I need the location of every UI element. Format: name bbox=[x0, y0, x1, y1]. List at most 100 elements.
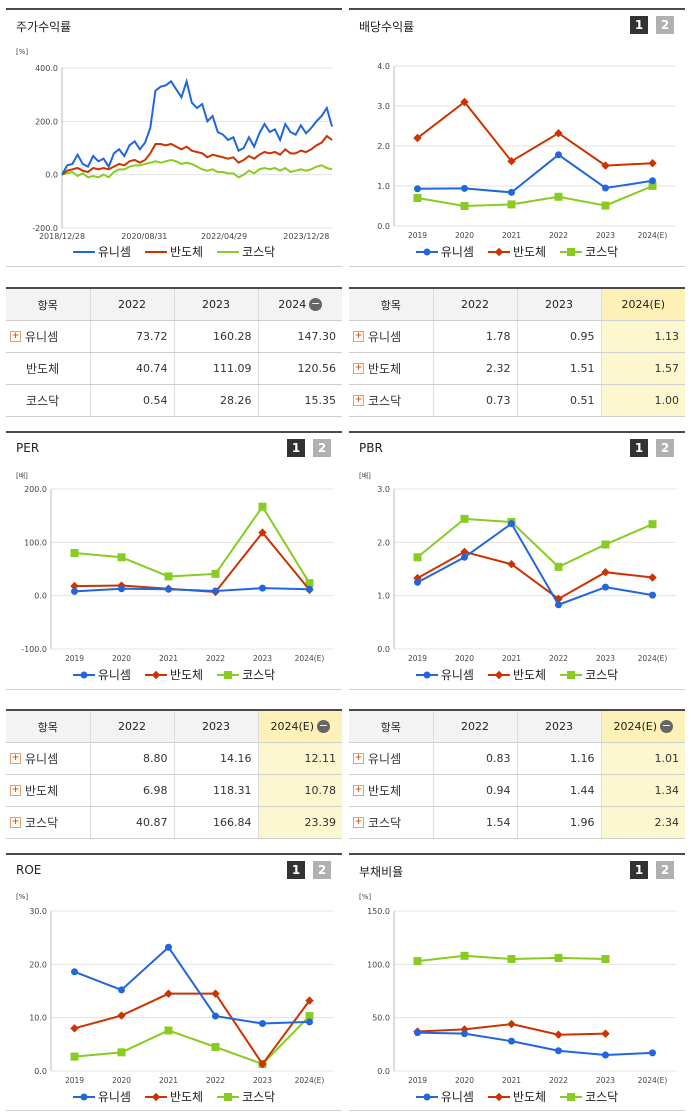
row-name-cell[interactable]: + 유니셈 bbox=[6, 320, 90, 353]
legend-item[interactable]: 유니셈 bbox=[72, 1088, 131, 1105]
expand-icon[interactable]: + bbox=[353, 363, 364, 374]
row-name-cell[interactable]: + 유니셈 bbox=[349, 742, 433, 775]
row-name-cell[interactable]: + 반도체 bbox=[349, 352, 433, 385]
series-line bbox=[416, 517, 653, 569]
data-point bbox=[649, 177, 656, 185]
value-cell: 118.31 bbox=[173, 774, 258, 807]
page-2-button[interactable]: 2 bbox=[313, 861, 331, 879]
legend: 유니셈 반도체 코스닥 bbox=[349, 1088, 685, 1105]
row-name-cell[interactable]: + 반도체 bbox=[6, 774, 90, 807]
value-cell: 147.30 bbox=[257, 320, 342, 353]
legend-marker bbox=[217, 669, 240, 681]
x-tick-label: 2018/12/28 bbox=[39, 232, 85, 241]
expand-icon[interactable]: + bbox=[353, 817, 364, 828]
data-point bbox=[164, 572, 173, 581]
legend-item[interactable]: 코스닥 bbox=[560, 1088, 618, 1105]
y-tick-label: 20.0 bbox=[29, 960, 47, 969]
value-cell: 2.34 bbox=[600, 806, 685, 839]
legend-item[interactable]: 유니셈 bbox=[415, 666, 474, 683]
page-1-button[interactable]: 1 bbox=[630, 16, 648, 34]
expand-icon[interactable]: + bbox=[10, 331, 21, 342]
page-2-button[interactable]: 2 bbox=[313, 439, 331, 457]
row-name-cell[interactable]: + 반도체 bbox=[349, 774, 433, 807]
page-1-button[interactable]: 1 bbox=[287, 861, 305, 879]
legend-item[interactable]: 코스닥 bbox=[560, 243, 618, 260]
legend-item[interactable]: 유니셈 bbox=[415, 243, 474, 260]
data-point bbox=[554, 953, 563, 962]
value-cell: 166.84 bbox=[173, 806, 258, 839]
data-point bbox=[649, 1049, 656, 1057]
page-2-button[interactable]: 2 bbox=[656, 861, 674, 879]
value-cell: 8.80 bbox=[89, 742, 174, 775]
roe-chart: 30.0 20.0 10.0 0.0 2019 2020 2021 2022 2023 2024(… bbox=[29, 907, 333, 1085]
data-point bbox=[70, 581, 79, 591]
data-point bbox=[461, 1030, 468, 1038]
x-tick-label: 2021 bbox=[159, 1076, 178, 1085]
page-1-button[interactable]: 1 bbox=[287, 439, 305, 457]
expand-icon[interactable]: + bbox=[353, 331, 364, 342]
legend-marker bbox=[217, 1091, 240, 1103]
legend-item[interactable]: 반도체 bbox=[487, 1088, 546, 1105]
series-line bbox=[61, 158, 333, 179]
row-label: 유니셈 bbox=[368, 330, 402, 344]
panel-debt: 부채비율 [%] 1 2 150.0 100.0 50.0 0.0 2019 2020 20… bbox=[349, 853, 685, 1111]
table-row: + 유니셈 1.78 0.95 1.13 bbox=[349, 320, 685, 353]
value-cell: 28.26 bbox=[173, 384, 258, 417]
expand-icon[interactable]: + bbox=[10, 785, 21, 796]
expand-icon[interactable]: + bbox=[353, 785, 364, 796]
page-1-button[interactable]: 1 bbox=[630, 861, 648, 879]
legend-item[interactable]: 코스닥 bbox=[217, 243, 275, 260]
data-point bbox=[258, 528, 267, 537]
page-2-button[interactable]: 2 bbox=[656, 439, 674, 457]
x-tick-label: 2020 bbox=[112, 1076, 131, 1085]
legend-item[interactable]: 유니셈 bbox=[72, 243, 131, 260]
value-cell: 0.54 bbox=[89, 384, 174, 417]
row-name-cell[interactable]: + 유니셈 bbox=[6, 742, 90, 775]
x-tick-label: 2020 bbox=[455, 654, 474, 663]
page-1-button[interactable]: 1 bbox=[630, 439, 648, 457]
column-header: 2022 bbox=[432, 710, 517, 743]
legend-item[interactable]: 유니셈 bbox=[415, 1088, 474, 1105]
row-name-cell[interactable]: + 유니셈 bbox=[349, 320, 433, 353]
legend-item[interactable]: 유니셈 bbox=[72, 666, 131, 683]
expand-icon[interactable]: + bbox=[353, 753, 364, 764]
y-tick-label: 0.0 bbox=[34, 1067, 47, 1076]
row-label: 반도체 bbox=[368, 362, 402, 376]
legend-marker-shape bbox=[151, 670, 161, 679]
panel-roe: ROE [%] 1 2 30.0 20.0 10.0 0.0 2019 2020 2021 2… bbox=[6, 853, 342, 1111]
data-point bbox=[601, 955, 610, 963]
legend: 유니셈 반도체 코스닥 bbox=[6, 1088, 342, 1105]
row-name-cell[interactable]: + 코스닥 bbox=[349, 806, 433, 839]
data-point bbox=[70, 1024, 79, 1033]
x-tick-label: 2019 bbox=[408, 1076, 427, 1085]
legend-item[interactable]: 반도체 bbox=[487, 666, 546, 683]
table-row: 코스닥 0.54 28.26 15.35 bbox=[6, 384, 342, 417]
legend-item[interactable]: 반도체 bbox=[144, 1088, 203, 1105]
table-row: 반도체 40.74 111.09 120.56 bbox=[6, 352, 342, 385]
legend-item[interactable]: 코스닥 bbox=[217, 1088, 275, 1105]
expand-icon[interactable]: + bbox=[353, 395, 364, 406]
legend-marker-shape bbox=[567, 1092, 576, 1101]
x-tick-label: 2022 bbox=[206, 1076, 225, 1085]
data-point bbox=[649, 591, 656, 599]
panel-price: 주가수익률 [%] 400.0 200.0 0.0 -200.0 2018/12/28 2… bbox=[6, 8, 342, 267]
legend-item[interactable]: 반도체 bbox=[144, 666, 203, 683]
row-name-cell[interactable]: + 코스닥 bbox=[349, 384, 433, 417]
legend-item[interactable]: 반도체 bbox=[144, 243, 203, 260]
table-row: + 반도체 2.32 1.51 1.57 bbox=[349, 352, 685, 385]
legend-marker bbox=[415, 669, 438, 681]
collapse-icon[interactable]: − bbox=[660, 719, 674, 733]
expand-icon[interactable]: + bbox=[10, 817, 21, 828]
x-tick-label: 2021 bbox=[502, 231, 521, 240]
legend-item[interactable]: 코스닥 bbox=[217, 666, 275, 683]
data-point bbox=[259, 1020, 266, 1028]
data-point bbox=[508, 188, 515, 196]
legend-item[interactable]: 반도체 bbox=[487, 243, 546, 260]
legend-label: 유니셈 bbox=[97, 668, 131, 682]
collapse-icon[interactable]: − bbox=[317, 719, 331, 733]
row-name-cell[interactable]: + 코스닥 bbox=[6, 806, 90, 839]
collapse-icon[interactable]: − bbox=[309, 297, 323, 311]
expand-icon[interactable]: + bbox=[10, 753, 21, 764]
page-2-button[interactable]: 2 bbox=[656, 16, 674, 34]
legend-item[interactable]: 코스닥 bbox=[560, 666, 618, 683]
